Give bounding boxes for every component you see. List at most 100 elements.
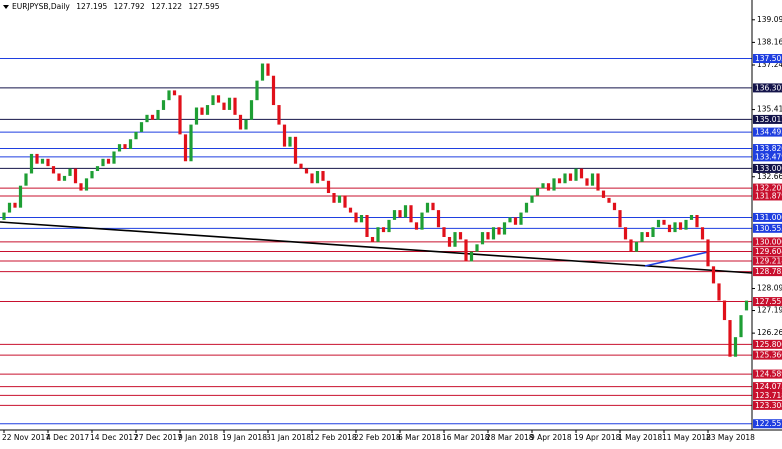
candle (552, 178, 556, 191)
candle (706, 239, 710, 267)
candle (689, 215, 694, 220)
candle (733, 337, 738, 357)
candle (73, 168, 78, 184)
candle (387, 219, 391, 233)
y-tick-label: 132.665 (757, 172, 782, 181)
level-tag (753, 152, 782, 162)
candle (398, 210, 402, 218)
candle (607, 197, 611, 203)
level-label: 125.366 (755, 351, 782, 360)
candle (673, 222, 677, 233)
candles (2, 63, 749, 357)
candle (590, 173, 595, 186)
candle (24, 173, 28, 186)
candle (359, 215, 364, 223)
level-label: 129.604 (755, 247, 782, 256)
candle (491, 227, 496, 240)
candle (304, 168, 309, 174)
close-value: 127.595 (188, 2, 219, 11)
level-label: 131.000 (755, 213, 782, 222)
candle (546, 183, 551, 191)
x-tick-label: 22 Nov 2017 (2, 433, 50, 442)
candle (178, 95, 182, 135)
x-tick-label: 19 Jan 2018 (222, 433, 267, 442)
level-tag (753, 400, 782, 410)
level-label: 133.006 (755, 164, 782, 173)
candle (189, 124, 193, 162)
candle (244, 119, 248, 130)
level-tag (753, 114, 782, 124)
candle (634, 241, 639, 252)
level-label: 136.302 (755, 83, 782, 92)
candle (376, 227, 380, 242)
y-tick-label: 135.415 (757, 105, 782, 114)
low-value: 127.122 (151, 2, 182, 11)
candle (447, 236, 452, 247)
candle (651, 227, 655, 237)
candle (216, 95, 221, 103)
candle (18, 185, 23, 208)
candle (403, 205, 408, 218)
candle (519, 212, 523, 225)
candle (62, 175, 67, 181)
candle (260, 63, 265, 81)
candle (29, 153, 34, 174)
level-tag (753, 350, 782, 360)
candle (535, 188, 540, 196)
symbol: EURJPYSB,Daily (12, 2, 70, 11)
level-tag (753, 267, 782, 277)
candle (123, 144, 127, 150)
candle (288, 136, 292, 147)
candle (381, 227, 386, 233)
candle (200, 107, 204, 115)
candle (442, 227, 446, 237)
candle (51, 166, 56, 174)
level-label: 127.557 (755, 297, 782, 306)
level-tag (753, 54, 782, 64)
candle (370, 236, 375, 242)
candle (271, 75, 276, 106)
candle (2, 212, 6, 220)
candle (222, 102, 226, 110)
x-tick-label: 12 Feb 2018 (310, 433, 357, 442)
candle (513, 217, 518, 225)
level-label: 130.000 (755, 237, 782, 246)
candle (453, 232, 457, 247)
level-tag (753, 297, 782, 307)
candle (343, 195, 347, 208)
candle (211, 95, 215, 106)
level-label: 123.718 (755, 391, 782, 400)
level-tag (753, 247, 782, 257)
candle (392, 210, 397, 220)
candle (667, 224, 672, 233)
candle (684, 219, 688, 230)
candle (524, 202, 529, 213)
candle (656, 219, 661, 228)
candle (238, 114, 243, 130)
level-label: 123.308 (755, 401, 782, 410)
level-label: 134.493 (755, 128, 782, 137)
level-label: 130.555 (755, 224, 782, 233)
candle (299, 163, 303, 169)
level-label: 137.505 (755, 54, 782, 63)
candle (425, 202, 430, 213)
menu-icon (3, 5, 9, 9)
candle (46, 158, 50, 167)
level-label: 122.557 (755, 419, 782, 428)
x-tick-label: 31 Jan 2018 (266, 433, 311, 442)
candle (695, 215, 699, 228)
candle (574, 168, 578, 181)
candle (596, 173, 600, 191)
x-tick-label: 9 Jan 2018 (178, 433, 218, 442)
candle (618, 210, 622, 228)
high-value: 127.792 (114, 2, 145, 11)
candle (722, 300, 727, 321)
candle (106, 158, 111, 164)
x-tick-label: 23 May 2018 (706, 433, 755, 442)
candle (629, 239, 633, 252)
candle (172, 90, 177, 96)
candle (365, 215, 369, 237)
y-tick-label: 137.240 (757, 60, 782, 69)
candle (409, 205, 413, 223)
